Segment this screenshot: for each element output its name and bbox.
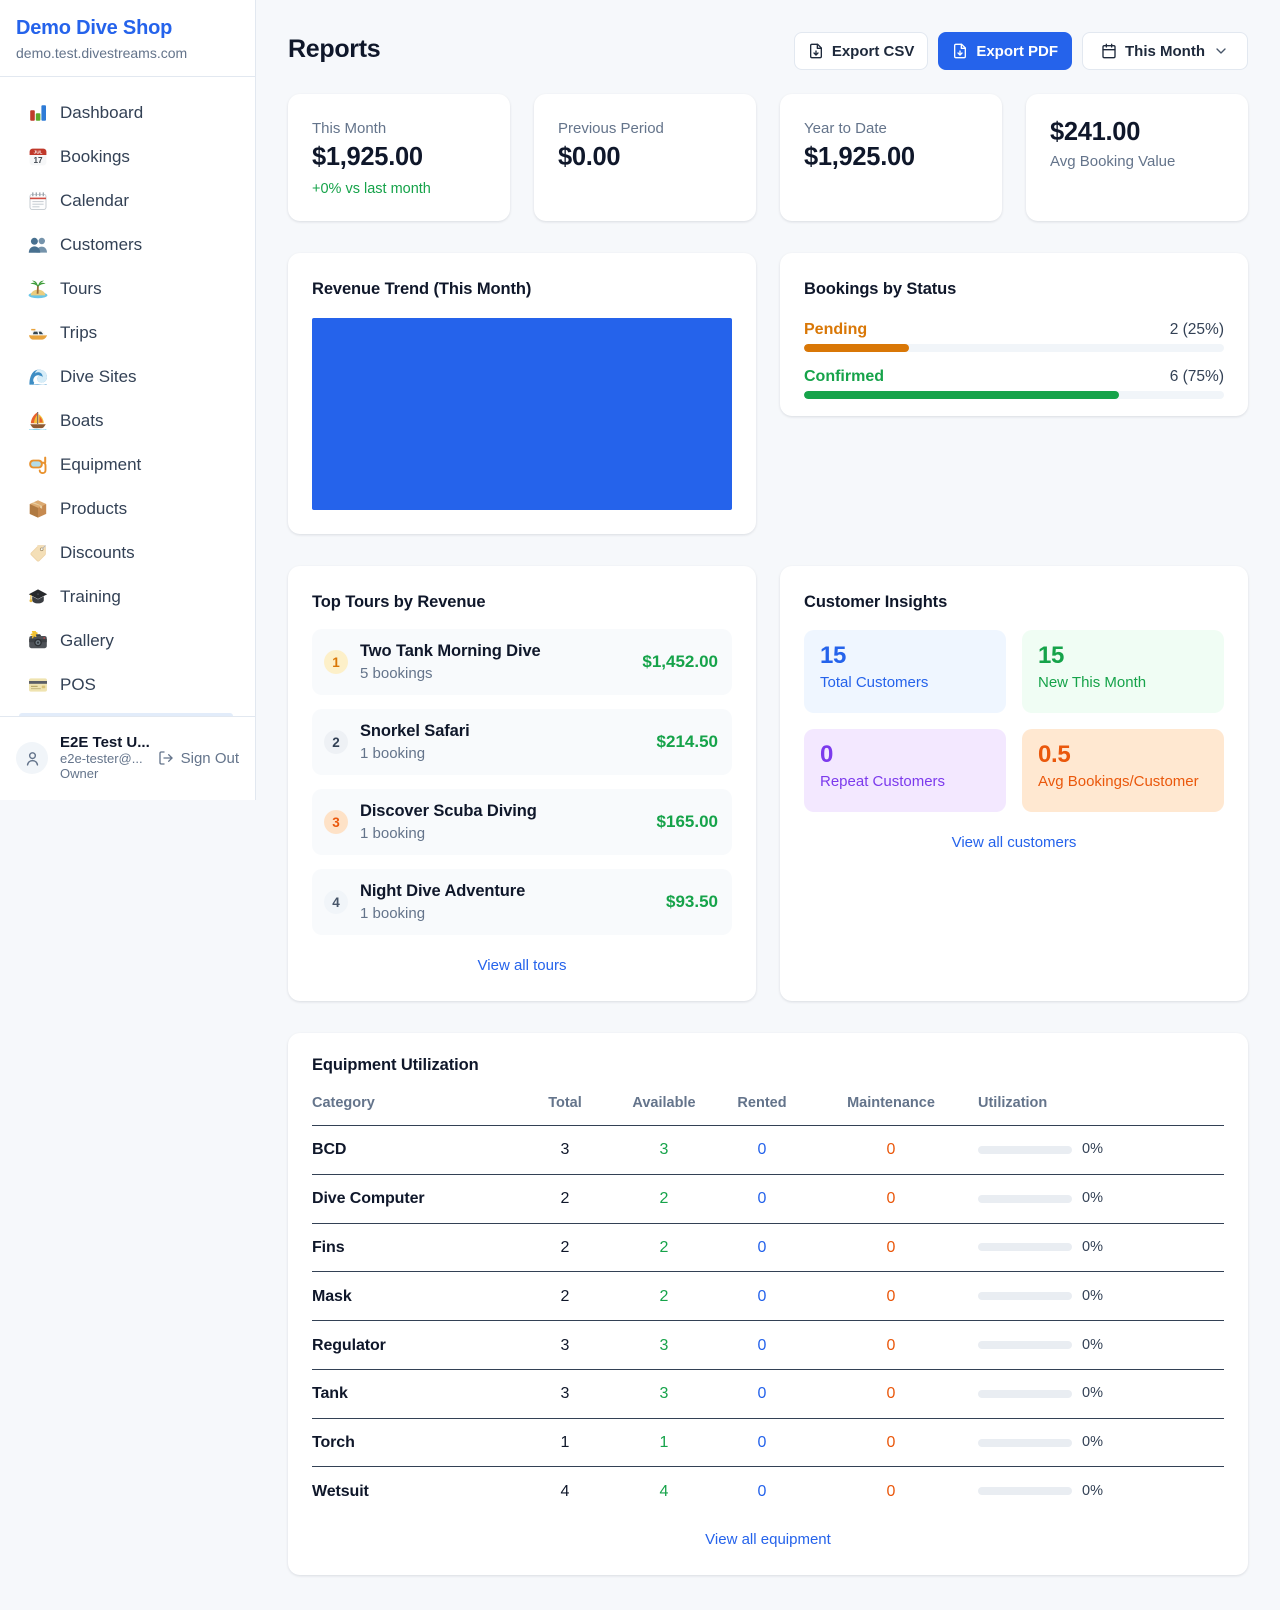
svg-text:JUL: JUL [34,150,43,155]
svg-text:17: 17 [33,156,43,165]
